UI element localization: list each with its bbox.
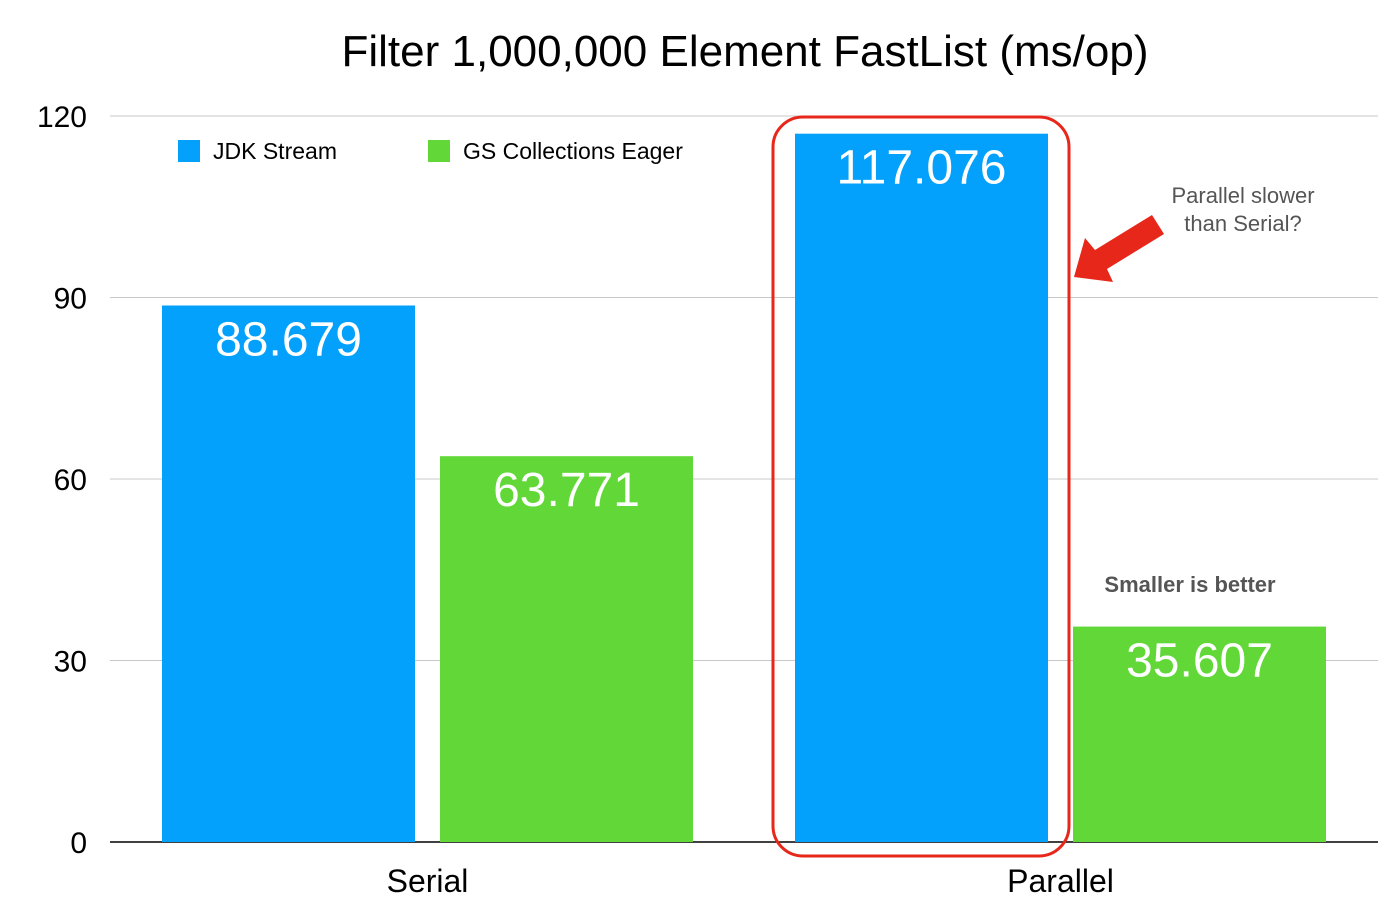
y-tick-label-120: 120 [37, 101, 87, 134]
bar-serial-jdk-stream [162, 305, 415, 842]
data-label-parallel-gs-collections-eager: 35.607 [1126, 635, 1273, 688]
legend-label-gs-collections-eager: GS Collections Eager [463, 138, 683, 164]
callout-line-1: Parallel slower [1171, 183, 1314, 208]
data-label-parallel-jdk-stream: 117.076 [837, 142, 1007, 195]
value-labels: 88.679 63.771 117.076 35.607 [215, 142, 1273, 688]
bar-parallel-gs-collections-eager [1073, 626, 1326, 842]
bars [162, 133, 1326, 843]
y-tick-label-30: 30 [54, 646, 87, 679]
data-label-serial-gs-collections-eager: 63.771 [493, 464, 640, 517]
chart-title: Filter 1,000,000 Element FastList (ms/op… [342, 27, 1149, 76]
callout-line-2: than Serial? [1184, 211, 1301, 236]
y-tick-label-60: 60 [54, 464, 87, 497]
legend-swatch-jdk-stream [178, 140, 200, 162]
x-axis-categories: Serial Parallel [387, 863, 1114, 899]
y-tick-label-0: 0 [70, 827, 87, 860]
data-label-serial-jdk-stream: 88.679 [215, 313, 362, 366]
x-category-label-parallel: Parallel [1007, 863, 1114, 899]
highlight-box [771, 115, 1071, 858]
arrow-icon [1074, 215, 1164, 282]
note-smaller-is-better: Smaller is better [1104, 572, 1276, 597]
bar-parallel-jdk-stream [795, 133, 1048, 843]
y-axis-ticks: 0 30 60 90 120 [37, 101, 87, 860]
y-tick-label-90: 90 [54, 283, 87, 316]
bar-serial-gs-collections-eager [440, 456, 693, 842]
legend-swatch-gs-collections-eager [428, 140, 450, 162]
x-category-label-serial: Serial [387, 863, 469, 899]
legend: JDK Stream GS Collections Eager [178, 138, 683, 164]
legend-label-jdk-stream: JDK Stream [213, 138, 337, 164]
